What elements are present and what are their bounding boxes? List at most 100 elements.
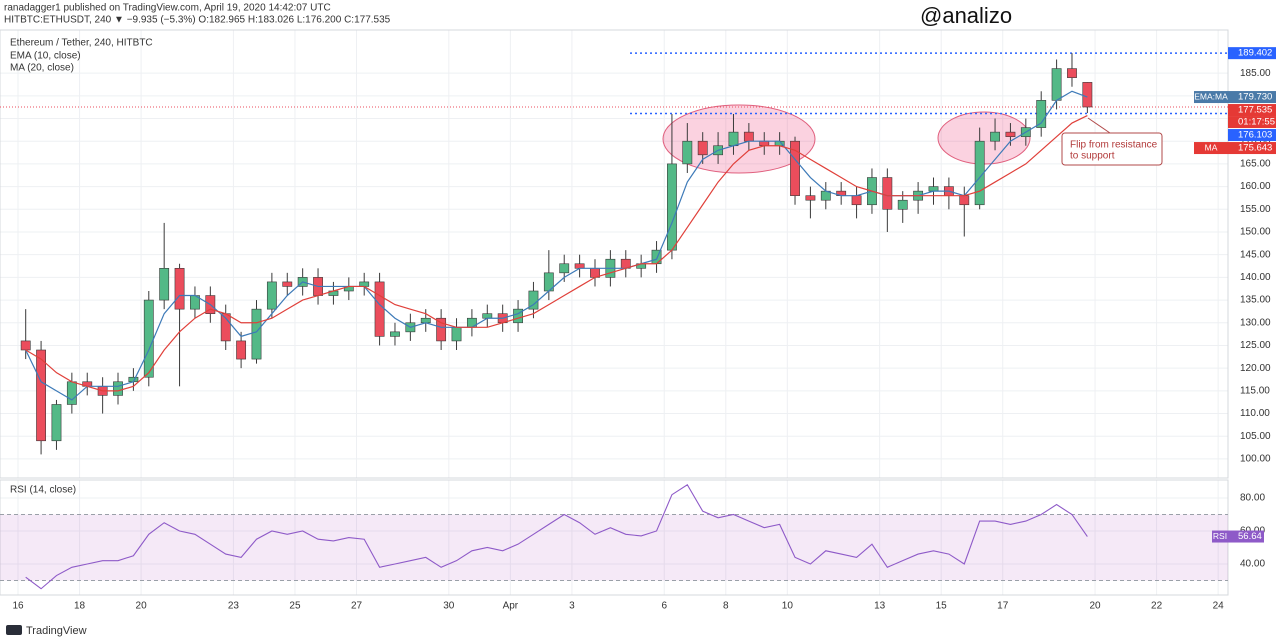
candle-body	[266, 281, 277, 310]
rsi-value: 56.64	[1238, 531, 1262, 542]
y-tick-label: 165.00	[1240, 159, 1271, 170]
candle-body	[174, 267, 185, 310]
x-tick-label: 30	[443, 601, 455, 612]
price-label: 176.103	[1238, 130, 1272, 141]
candle-body	[113, 381, 123, 396]
x-tick-label: 3	[569, 601, 575, 612]
candle-body	[682, 140, 693, 165]
x-tick-label: 23	[228, 601, 240, 612]
candle-body	[1051, 68, 1062, 101]
candle-body	[1067, 68, 1077, 78]
candle-body	[51, 404, 62, 442]
x-tick-label: 17	[997, 601, 1009, 612]
candle-body	[790, 140, 800, 196]
candle-body	[574, 263, 585, 269]
x-tick-label: 13	[874, 601, 886, 612]
x-tick-label: Apr	[503, 601, 519, 612]
candle-body	[990, 131, 1000, 142]
chart-title: Ethereum / Tether, 240, HITBTC	[10, 38, 153, 49]
y-tick-label: 185.00	[1240, 68, 1271, 79]
candle-body	[36, 349, 46, 442]
y-tick-label: 125.00	[1240, 340, 1271, 351]
price-label: 177.535	[1238, 105, 1272, 116]
brand: TradingView	[26, 625, 87, 637]
candle-body	[282, 281, 293, 287]
candle-body	[236, 340, 247, 360]
candle-body	[451, 327, 462, 342]
x-tick-label: 24	[1213, 601, 1225, 612]
price-tag-box	[1194, 91, 1228, 104]
y-tick-label: 155.00	[1240, 204, 1271, 215]
candle-body	[759, 140, 770, 147]
watermark: @analizo	[920, 3, 1012, 28]
x-tick-label: 6	[661, 601, 667, 612]
symbol-line: HITBTC:ETHUSDT, 240 ▼ −9.935 (−5.3%) O:1…	[4, 15, 391, 26]
x-tick-label: 15	[936, 601, 948, 612]
candle-body	[513, 308, 523, 324]
x-tick-label: 20	[136, 601, 148, 612]
x-tick-label: 22	[1151, 601, 1163, 612]
indicator-line	[25, 115, 1088, 392]
price-label: 179.730	[1238, 92, 1272, 103]
rsi-line	[25, 484, 1088, 590]
candle-body	[143, 299, 154, 378]
brand-logo	[6, 625, 22, 635]
y-tick-label: 140.00	[1240, 272, 1271, 283]
annotation-arrow	[1087, 117, 1111, 134]
candle-body	[159, 267, 170, 301]
legend-entry: EMA (10, close)	[10, 51, 81, 62]
rsi-title: RSI (14, close)	[10, 485, 76, 496]
rsi-tag: RSI	[1213, 531, 1227, 541]
x-tick-label: 10	[782, 601, 794, 612]
candle-body	[728, 131, 739, 147]
x-tick-label: 16	[12, 601, 24, 612]
price-pane	[0, 29, 1229, 479]
annotation-box	[1061, 132, 1163, 166]
price-tag: MA	[1205, 142, 1218, 152]
y-tick-label: 160.00	[1240, 181, 1271, 192]
candle-body	[697, 140, 708, 156]
price-label: 175.643	[1238, 143, 1272, 154]
candle-body	[959, 195, 970, 206]
price-tag-box	[1194, 142, 1228, 155]
countdown-box	[1228, 116, 1276, 129]
price-label-box	[1228, 129, 1276, 142]
price-label-box	[1228, 142, 1276, 155]
y-tick-label: 115.00	[1240, 385, 1270, 396]
rsi-tag-box	[1212, 530, 1228, 543]
price-label-box	[1228, 104, 1276, 117]
candle-body	[882, 177, 893, 210]
candle-body	[1082, 82, 1093, 108]
candle-body	[1005, 131, 1016, 137]
candle-body	[1036, 100, 1047, 128]
rsi-value-box	[1228, 530, 1264, 543]
rsi-band	[0, 514, 1228, 581]
x-tick-label: 27	[351, 601, 363, 612]
candle-body	[359, 281, 370, 287]
price-label-box	[1228, 91, 1276, 104]
candle-body	[374, 281, 385, 337]
annotation-text: to support	[1070, 151, 1115, 162]
candle-body	[851, 195, 862, 206]
y-tick-label: 110.00	[1240, 408, 1270, 419]
y-tick-label: 170.00	[1240, 136, 1271, 147]
candle-body	[482, 313, 493, 319]
y-tick-label: 135.00	[1240, 295, 1271, 306]
highlight-ellipse	[662, 104, 816, 174]
x-tick-label: 8	[723, 601, 729, 612]
candle-body	[559, 263, 570, 274]
candle-body	[805, 195, 816, 201]
price-tag: EMA:MA	[1194, 91, 1228, 101]
grid-layer	[0, 30, 1228, 595]
y-tick-label: 40.00	[1240, 559, 1265, 570]
candle-body	[66, 381, 77, 405]
price-label-box	[1228, 47, 1276, 60]
y-tick-label: 80.00	[1240, 493, 1265, 504]
candle-body	[897, 199, 908, 210]
y-tick-label: 105.00	[1240, 431, 1271, 442]
candle-body	[928, 186, 939, 192]
author-line: ranadagger1 published on TradingView.com…	[4, 3, 331, 14]
candle-body	[251, 308, 262, 360]
